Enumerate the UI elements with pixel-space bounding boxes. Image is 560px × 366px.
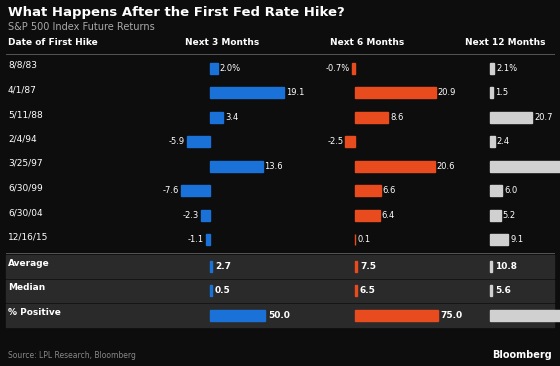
Text: 8.6: 8.6: [390, 113, 404, 122]
Bar: [355, 261, 357, 272]
Text: Next 3 Months: Next 3 Months: [185, 38, 259, 47]
Bar: [490, 185, 502, 196]
Text: 2.0%: 2.0%: [220, 64, 241, 73]
Text: 5.6: 5.6: [495, 286, 511, 295]
Text: -2.5: -2.5: [327, 137, 343, 146]
Text: 5.2: 5.2: [502, 211, 516, 220]
Text: 3.4: 3.4: [225, 113, 239, 122]
Text: 2.4: 2.4: [497, 137, 510, 146]
Bar: [6, 280, 554, 302]
Bar: [355, 310, 437, 321]
Bar: [210, 63, 218, 74]
Text: 6.4: 6.4: [382, 211, 395, 220]
Text: 2.1%: 2.1%: [496, 64, 517, 73]
Bar: [355, 87, 436, 98]
Text: 19.1: 19.1: [286, 88, 304, 97]
Bar: [490, 87, 493, 98]
Text: 4/1/87: 4/1/87: [8, 86, 37, 94]
Bar: [6, 304, 554, 326]
Bar: [490, 161, 560, 172]
Bar: [490, 285, 492, 296]
Text: 7.5: 7.5: [360, 262, 376, 271]
Text: 5/11/88: 5/11/88: [8, 110, 43, 119]
Text: S&P 500 Index Future Returns: S&P 500 Index Future Returns: [8, 22, 155, 32]
Bar: [490, 63, 494, 74]
Bar: [355, 161, 435, 172]
Text: Median: Median: [8, 284, 45, 292]
Bar: [490, 261, 492, 272]
Bar: [355, 210, 380, 221]
Bar: [352, 63, 355, 74]
Bar: [346, 136, 355, 147]
Bar: [210, 261, 212, 272]
Text: -5.9: -5.9: [169, 137, 185, 146]
Text: -0.7%: -0.7%: [326, 64, 351, 73]
Text: 6.0: 6.0: [504, 186, 517, 195]
Text: 20.9: 20.9: [438, 88, 456, 97]
Bar: [210, 112, 223, 123]
Bar: [490, 210, 501, 221]
Text: 0.5: 0.5: [215, 286, 231, 295]
Text: 3/25/97: 3/25/97: [8, 159, 43, 168]
Text: -7.6: -7.6: [162, 186, 179, 195]
Text: 13.6: 13.6: [264, 162, 283, 171]
Text: What Happens After the First Fed Rate Hike?: What Happens After the First Fed Rate Hi…: [8, 6, 345, 19]
Bar: [355, 112, 388, 123]
Text: 6/30/04: 6/30/04: [8, 208, 43, 217]
Bar: [355, 285, 357, 296]
Bar: [490, 136, 495, 147]
Text: 2.7: 2.7: [215, 262, 231, 271]
Text: 6/30/99: 6/30/99: [8, 183, 43, 193]
Bar: [490, 112, 532, 123]
Text: -2.3: -2.3: [183, 211, 199, 220]
Text: 12/16/15: 12/16/15: [8, 232, 48, 242]
Text: % Positive: % Positive: [8, 308, 61, 317]
Text: 9.1: 9.1: [510, 235, 524, 244]
Text: 10.8: 10.8: [495, 262, 517, 271]
Text: Source: LPL Research, Bloomberg: Source: LPL Research, Bloomberg: [8, 351, 136, 360]
Text: Average: Average: [8, 259, 50, 268]
Bar: [187, 136, 210, 147]
Bar: [490, 310, 560, 321]
Text: 6.5: 6.5: [360, 286, 376, 295]
Bar: [210, 285, 212, 296]
Bar: [210, 161, 263, 172]
Text: -1.1: -1.1: [188, 235, 204, 244]
Text: 20.6: 20.6: [437, 162, 455, 171]
Text: Next 12 Months: Next 12 Months: [465, 38, 545, 47]
Text: 50.0: 50.0: [268, 311, 290, 320]
Text: 2/4/94: 2/4/94: [8, 134, 36, 143]
Bar: [201, 210, 210, 221]
Text: 6.6: 6.6: [382, 186, 396, 195]
Text: 0.1: 0.1: [357, 235, 371, 244]
Bar: [6, 255, 554, 277]
Bar: [181, 185, 210, 196]
Text: 1.5: 1.5: [495, 88, 508, 97]
Text: 75.0: 75.0: [441, 311, 463, 320]
Bar: [210, 87, 284, 98]
Bar: [355, 185, 380, 196]
Bar: [490, 234, 508, 245]
Bar: [210, 310, 265, 321]
Bar: [206, 234, 210, 245]
Text: 8/8/83: 8/8/83: [8, 61, 37, 70]
Text: Next 6 Months: Next 6 Months: [330, 38, 404, 47]
Text: Date of First Hike: Date of First Hike: [8, 38, 98, 47]
Text: 20.7: 20.7: [534, 113, 552, 122]
Text: Bloomberg: Bloomberg: [492, 350, 552, 360]
